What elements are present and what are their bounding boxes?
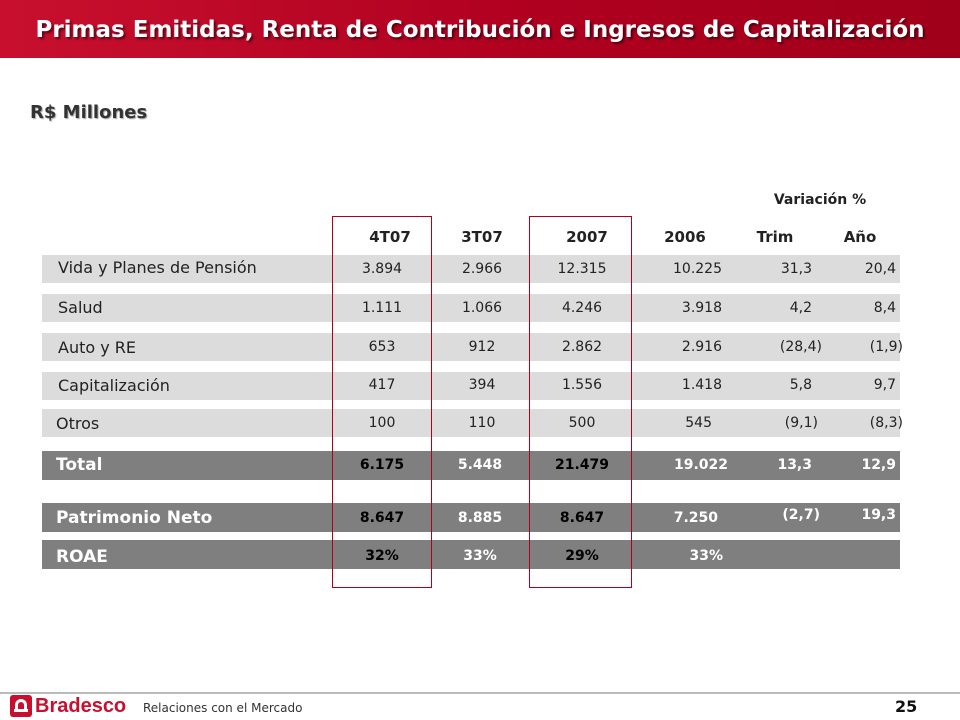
cell-auto-trim: (28,4) xyxy=(779,339,822,355)
cell-salud-2006: 3.918 xyxy=(681,300,722,316)
cell-vida-trim: 31,3 xyxy=(780,261,812,277)
cell-salud-4t07: 1.111 xyxy=(361,300,403,316)
cell-otros-trim: (9,1) xyxy=(784,415,818,431)
cell-vida-ano: 20,4 xyxy=(864,261,896,277)
cell-auto-ano: (1,9) xyxy=(869,339,903,355)
cell-total-2006: 19.022 xyxy=(673,457,728,473)
cell-salud-2007: 4.246 xyxy=(561,300,603,316)
row-bar-total xyxy=(42,451,900,480)
cell-roae-2006: 33% xyxy=(689,548,723,564)
row-bar-salud xyxy=(42,294,900,322)
units-subtitle: R$ Millones xyxy=(30,102,148,123)
page-number: 25 xyxy=(895,697,918,716)
row-label-vida: Vida y Planes de Pensión xyxy=(58,258,257,277)
row-bar-otros xyxy=(42,409,900,437)
bradesco-logo-icon xyxy=(10,695,32,717)
cell-otros-ano: (8,3) xyxy=(869,415,903,431)
brand-name: Bradesco xyxy=(35,694,127,717)
row-label-auto: Auto y RE xyxy=(58,338,137,357)
cell-roae-2007: 29% xyxy=(565,548,599,564)
cell-vida-2007: 12.315 xyxy=(557,261,607,277)
cell-total-ano: 12,9 xyxy=(861,457,896,473)
row-label-capitalizacion: Capitalización xyxy=(58,376,170,395)
cell-vida-2006: 10.225 xyxy=(673,261,722,277)
cell-total-3t07: 5.448 xyxy=(457,457,503,473)
cell-patrimonio-trim: (2,7) xyxy=(782,507,820,523)
cell-roae-3t07: 33% xyxy=(463,548,497,564)
cell-salud-ano: 8,4 xyxy=(873,300,896,316)
cell-cap-3t07: 394 xyxy=(468,377,496,393)
cell-patrimonio-4t07: 8.647 xyxy=(359,510,405,526)
cell-total-4t07: 6.175 xyxy=(359,457,405,473)
highlight-box-4t07 xyxy=(332,216,432,588)
cell-roae-4t07: 32% xyxy=(365,548,399,564)
cell-otros-3t07: 110 xyxy=(468,415,496,431)
row-label-otros: Otros xyxy=(56,414,100,433)
cell-patrimonio-ano: 19,3 xyxy=(861,507,896,523)
cell-cap-trim: 5,8 xyxy=(789,377,812,393)
footer-divider xyxy=(0,692,960,694)
row-bar-patrimonio xyxy=(42,503,900,532)
cell-vida-4t07: 3.894 xyxy=(361,261,403,277)
cell-vida-3t07: 2.966 xyxy=(461,261,503,277)
cell-auto-4t07: 653 xyxy=(368,339,396,355)
cell-auto-2007: 2.862 xyxy=(561,339,603,355)
cell-otros-2007: 500 xyxy=(568,415,596,431)
cell-otros-2006: 545 xyxy=(685,415,712,431)
cell-cap-ano: 9,7 xyxy=(873,377,896,393)
cell-salud-3t07: 1.066 xyxy=(461,300,503,316)
variation-header: Variación % xyxy=(773,192,867,208)
cell-cap-2006: 1.418 xyxy=(681,377,722,393)
cell-patrimonio-2007: 8.647 xyxy=(559,510,605,526)
row-label-salud: Salud xyxy=(58,298,103,317)
col-header-ano: Año xyxy=(843,228,877,246)
cell-auto-2006: 2.916 xyxy=(681,339,722,355)
cell-patrimonio-3t07: 8.885 xyxy=(457,510,503,526)
row-bar-capitalizacion xyxy=(42,372,900,400)
cell-otros-4t07: 100 xyxy=(368,415,396,431)
cell-patrimonio-2006: 7.250 xyxy=(673,510,718,526)
cell-cap-2007: 1.556 xyxy=(561,377,603,393)
cell-cap-4t07: 417 xyxy=(368,377,396,393)
row-bar-auto xyxy=(42,333,900,361)
cell-salud-trim: 4,2 xyxy=(789,300,812,316)
col-header-trim: Trim xyxy=(756,228,794,246)
footer-text: Relaciones con el Mercado xyxy=(143,701,303,715)
highlight-box-2007 xyxy=(529,216,632,588)
cell-total-2007: 21.479 xyxy=(554,457,610,473)
cell-auto-3t07: 912 xyxy=(468,339,496,355)
col-header-3t07: 3T07 xyxy=(461,228,503,246)
title-banner: Primas Emitidas, Renta de Contribución e… xyxy=(0,0,960,58)
col-header-2007: 2007 xyxy=(566,228,608,246)
row-label-patrimonio: Patrimonio Neto xyxy=(56,508,213,528)
bradesco-logo: Bradesco xyxy=(10,694,126,718)
col-header-2006: 2006 xyxy=(664,228,706,246)
row-bar-roae xyxy=(42,540,900,569)
row-label-roae: ROAE xyxy=(56,547,108,567)
row-bar-vida xyxy=(42,255,900,283)
slide-title: Primas Emitidas, Renta de Contribución e… xyxy=(35,17,925,43)
cell-total-trim: 13,3 xyxy=(777,457,812,473)
row-label-total: Total xyxy=(56,455,103,475)
col-header-4t07: 4T07 xyxy=(369,228,411,246)
